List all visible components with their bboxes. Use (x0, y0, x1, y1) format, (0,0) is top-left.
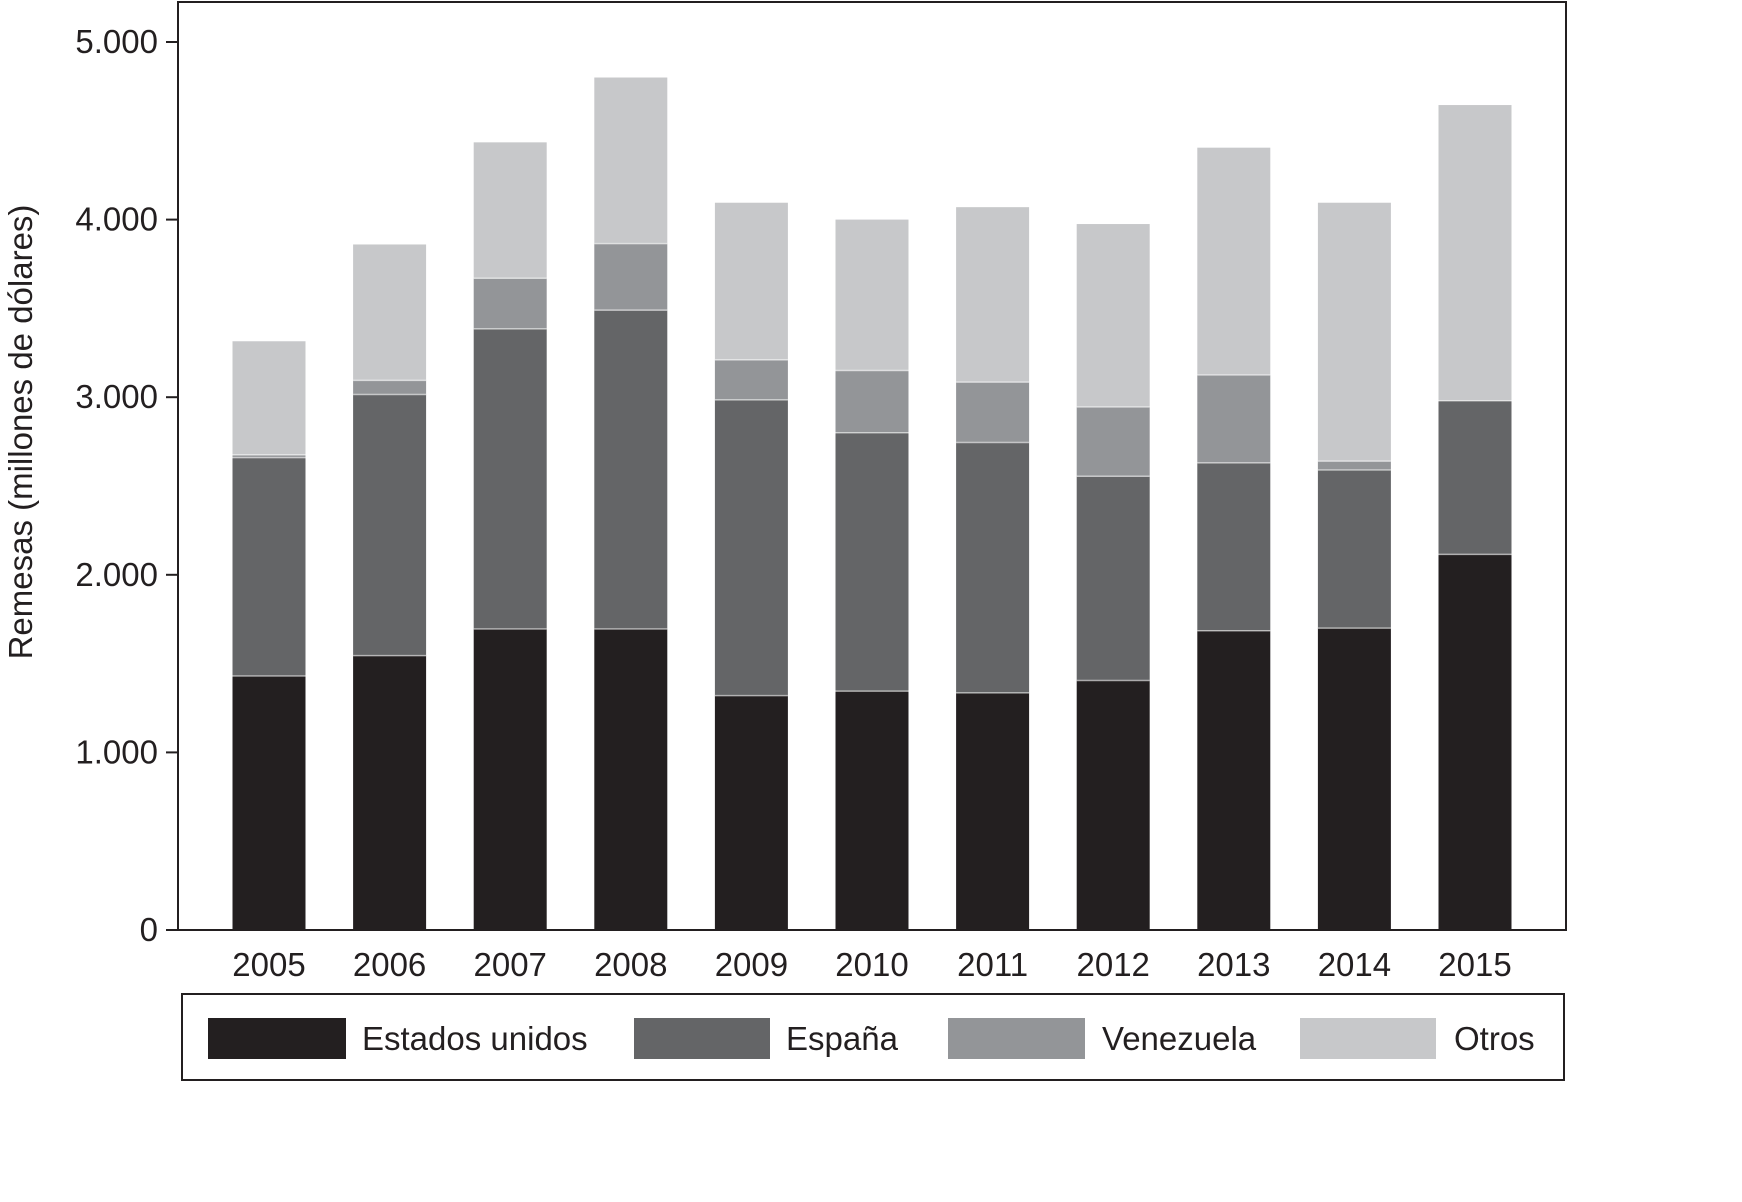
stacked-bar-chart: 0 1.000 2.000 3.000 4.000 5.000 Remesas (millo… (2, 1, 1567, 1081)
bar-2008-series-1 (594, 310, 668, 629)
plot-frame (177, 1, 1567, 931)
x-tick-label: 2007 (473, 946, 546, 983)
bar-2009-series-0 (714, 695, 788, 930)
y-tick-label: 0 (140, 911, 158, 948)
x-tick-label: 2012 (1076, 946, 1149, 983)
x-tick-label: 2011 (957, 946, 1028, 983)
bar-2011-series-2 (956, 382, 1030, 443)
legend-swatch-2 (948, 1018, 1085, 1059)
axes: 0 1.000 2.000 3.000 4.000 5.000 Remesas (millo… (2, 1, 1567, 983)
bars-layer (232, 77, 1512, 930)
bar-2008-series-0 (594, 628, 668, 930)
bar-2007-series-0 (473, 628, 547, 930)
bar-2008-series-2 (594, 243, 668, 311)
chart: 0 1.000 2.000 3.000 4.000 5.000 Remesas (millo… (2, 1, 1567, 1081)
y-tick-label: 5.000 (75, 23, 158, 60)
x-tick-label: 2009 (715, 946, 788, 983)
bar-2015-series-0 (1438, 554, 1512, 930)
bar-2011-series-0 (956, 692, 1030, 930)
y-tick-label: 4.000 (75, 201, 158, 238)
x-tick-label: 2013 (1197, 946, 1270, 983)
y-tick-label: 2.000 (75, 556, 158, 593)
bar-2015-series-1 (1438, 400, 1512, 555)
bar-2011-series-1 (956, 442, 1030, 693)
bar-2012-series-1 (1076, 476, 1150, 681)
bar-2008-series-3 (594, 77, 668, 244)
legend-label-2: Venezuela (1102, 1020, 1257, 1057)
bar-2007-series-1 (473, 328, 547, 629)
legend-swatch-0 (208, 1018, 346, 1059)
legend-label-3: Otros (1454, 1020, 1535, 1057)
bar-2006-series-1 (353, 394, 427, 656)
y-tick-label: 3.000 (75, 378, 158, 415)
x-tick-label: 2008 (594, 946, 667, 983)
legend: Estados unidos España Venezuela Otros (181, 993, 1565, 1081)
bar-2010-series-3 (835, 219, 909, 371)
bar-2010-series-2 (835, 370, 909, 433)
y-tick-label: 1.000 (75, 733, 158, 770)
x-tick-label: 2010 (835, 946, 908, 983)
bar-2005-series-3 (232, 341, 306, 455)
bar-2005-series-1 (232, 457, 306, 677)
bar-2006-series-0 (353, 655, 427, 930)
y-axis-title: Remesas (millones de dólares) (2, 205, 39, 660)
x-tick-label: 2005 (232, 946, 305, 983)
bar-2010-series-0 (835, 691, 909, 930)
bar-2013-series-3 (1197, 147, 1271, 375)
bar-2015-series-3 (1438, 105, 1512, 401)
legend-label-1: España (786, 1020, 899, 1057)
bar-2014-series-1 (1317, 470, 1391, 629)
bar-2005-series-2 (232, 454, 306, 458)
bar-2012-series-3 (1076, 224, 1150, 407)
bar-2014-series-0 (1317, 628, 1391, 930)
bar-2006-series-3 (353, 244, 427, 381)
bar-2012-series-0 (1076, 680, 1150, 930)
bar-2005-series-0 (232, 676, 306, 930)
bar-2007-series-2 (473, 278, 547, 329)
bar-2013-series-1 (1197, 462, 1271, 631)
legend-label-0: Estados unidos (362, 1020, 588, 1057)
x-tick-label: 2014 (1318, 946, 1391, 983)
bar-2014-series-2 (1317, 461, 1391, 471)
bar-2012-series-2 (1076, 406, 1150, 477)
bar-2006-series-2 (353, 380, 427, 395)
bar-2009-series-2 (714, 359, 788, 400)
bar-2009-series-3 (714, 202, 788, 360)
bar-2013-series-0 (1197, 630, 1271, 930)
bar-2014-series-3 (1317, 202, 1391, 462)
legend-swatch-3 (1300, 1018, 1436, 1059)
x-tick-label: 2015 (1438, 946, 1511, 983)
bar-2007-series-3 (473, 142, 547, 279)
bar-2009-series-1 (714, 399, 788, 696)
legend-swatch-1 (634, 1018, 770, 1059)
bar-2010-series-1 (835, 432, 909, 692)
x-tick-label: 2006 (353, 946, 426, 983)
bar-2011-series-3 (956, 207, 1030, 383)
bar-2013-series-2 (1197, 375, 1271, 463)
